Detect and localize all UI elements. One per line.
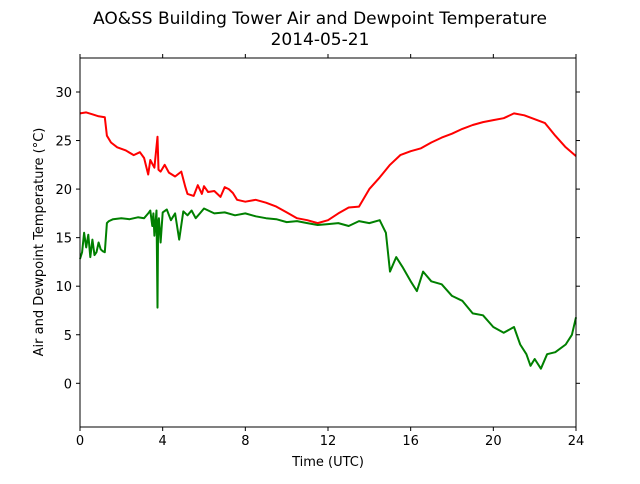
series-line-0 <box>79 111 577 225</box>
y-tick-label: 30 <box>55 86 72 101</box>
plot-area: 0 4 8 12 16 20 24 0 5 10 15 20 25 30 <box>55 54 584 449</box>
x-tick-label: 24 <box>568 434 585 449</box>
y-tick-label: 25 <box>55 135 72 150</box>
y-tick-label: 0 <box>64 377 72 392</box>
chart-title: AO&SS Building Tower Air and Dewpoint Te… <box>93 9 547 29</box>
y-tick-label: 20 <box>55 183 72 198</box>
series-line-1 <box>79 207 577 370</box>
x-tick-label: 8 <box>241 434 249 449</box>
x-tick-label: 16 <box>402 434 419 449</box>
x-axis-label: Time (UTC) <box>291 455 364 470</box>
x-tick-label: 20 <box>485 434 502 449</box>
y-tick-label: 5 <box>64 329 72 344</box>
y-axis-label: Air and Dewpoint Temperature (°C) <box>32 128 47 357</box>
x-tick-label: 4 <box>159 434 167 449</box>
chart-subtitle: 2014-05-21 <box>271 30 370 50</box>
x-tick-label: 0 <box>76 434 84 449</box>
y-tick-label: 10 <box>55 280 72 295</box>
x-tick-label: 12 <box>320 434 337 449</box>
y-tick-label: 15 <box>55 232 72 247</box>
plot-frame <box>79 57 577 428</box>
